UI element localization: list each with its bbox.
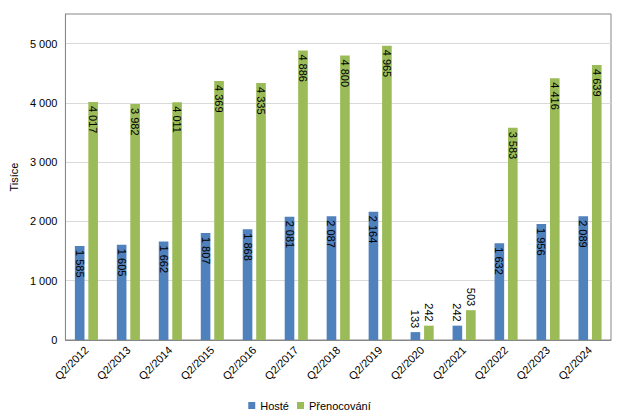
svg-text:4 017: 4 017	[87, 106, 99, 134]
svg-text:4 886: 4 886	[297, 54, 309, 82]
svg-text:4 369: 4 369	[213, 85, 225, 113]
svg-text:Q2/2013: Q2/2013	[94, 344, 132, 382]
svg-text:1 868: 1 868	[242, 233, 254, 261]
svg-text:Q2/2022: Q2/2022	[472, 344, 510, 382]
svg-text:1 632: 1 632	[493, 247, 505, 275]
svg-text:Q2/2024: Q2/2024	[556, 344, 594, 382]
svg-text:2 089: 2 089	[577, 220, 589, 248]
svg-text:Q2/2015: Q2/2015	[178, 344, 216, 382]
svg-text:4 335: 4 335	[255, 87, 267, 115]
svg-text:3 982: 3 982	[129, 108, 141, 136]
svg-text:Q2/2019: Q2/2019	[346, 344, 384, 382]
svg-text:Q2/2014: Q2/2014	[136, 344, 174, 382]
svg-text:Q2/2017: Q2/2017	[262, 344, 300, 382]
svg-text:4 000: 4 000	[30, 97, 58, 109]
svg-text:Q2/2023: Q2/2023	[514, 344, 552, 382]
svg-text:4 800: 4 800	[339, 59, 351, 87]
svg-text:4 416: 4 416	[549, 82, 561, 110]
svg-text:1 956: 1 956	[535, 228, 547, 256]
svg-text:Přenocování: Přenocování	[309, 400, 371, 412]
svg-text:242: 242	[423, 303, 435, 321]
svg-text:1 000: 1 000	[30, 275, 58, 287]
svg-text:2 087: 2 087	[325, 220, 337, 248]
svg-text:1 605: 1 605	[116, 249, 128, 277]
svg-text:133: 133	[409, 310, 421, 328]
svg-text:Tisíce: Tisíce	[8, 163, 20, 192]
svg-text:3 583: 3 583	[507, 132, 519, 160]
svg-text:2 000: 2 000	[30, 215, 58, 227]
svg-text:1 585: 1 585	[74, 250, 86, 278]
svg-text:503: 503	[465, 288, 477, 306]
svg-text:Hosté: Hosté	[260, 400, 289, 412]
svg-text:Q2/2016: Q2/2016	[220, 344, 258, 382]
svg-text:2 081: 2 081	[284, 221, 296, 249]
svg-text:4 011: 4 011	[171, 106, 183, 133]
svg-text:4 965: 4 965	[381, 50, 393, 78]
svg-text:5 000: 5 000	[30, 38, 58, 50]
svg-text:2 164: 2 164	[367, 216, 379, 244]
svg-text:Q2/2020: Q2/2020	[388, 344, 426, 382]
svg-text:Q2/2012: Q2/2012	[52, 344, 90, 382]
svg-text:3 000: 3 000	[30, 156, 58, 168]
svg-text:Q2/2018: Q2/2018	[304, 344, 342, 382]
svg-text:Q2/2021: Q2/2021	[430, 344, 468, 382]
svg-text:4 639: 4 639	[591, 69, 603, 97]
svg-text:1 807: 1 807	[200, 237, 212, 265]
svg-text:242: 242	[451, 303, 463, 321]
svg-text:1 662: 1 662	[158, 245, 170, 273]
svg-text:0: 0	[51, 334, 57, 346]
